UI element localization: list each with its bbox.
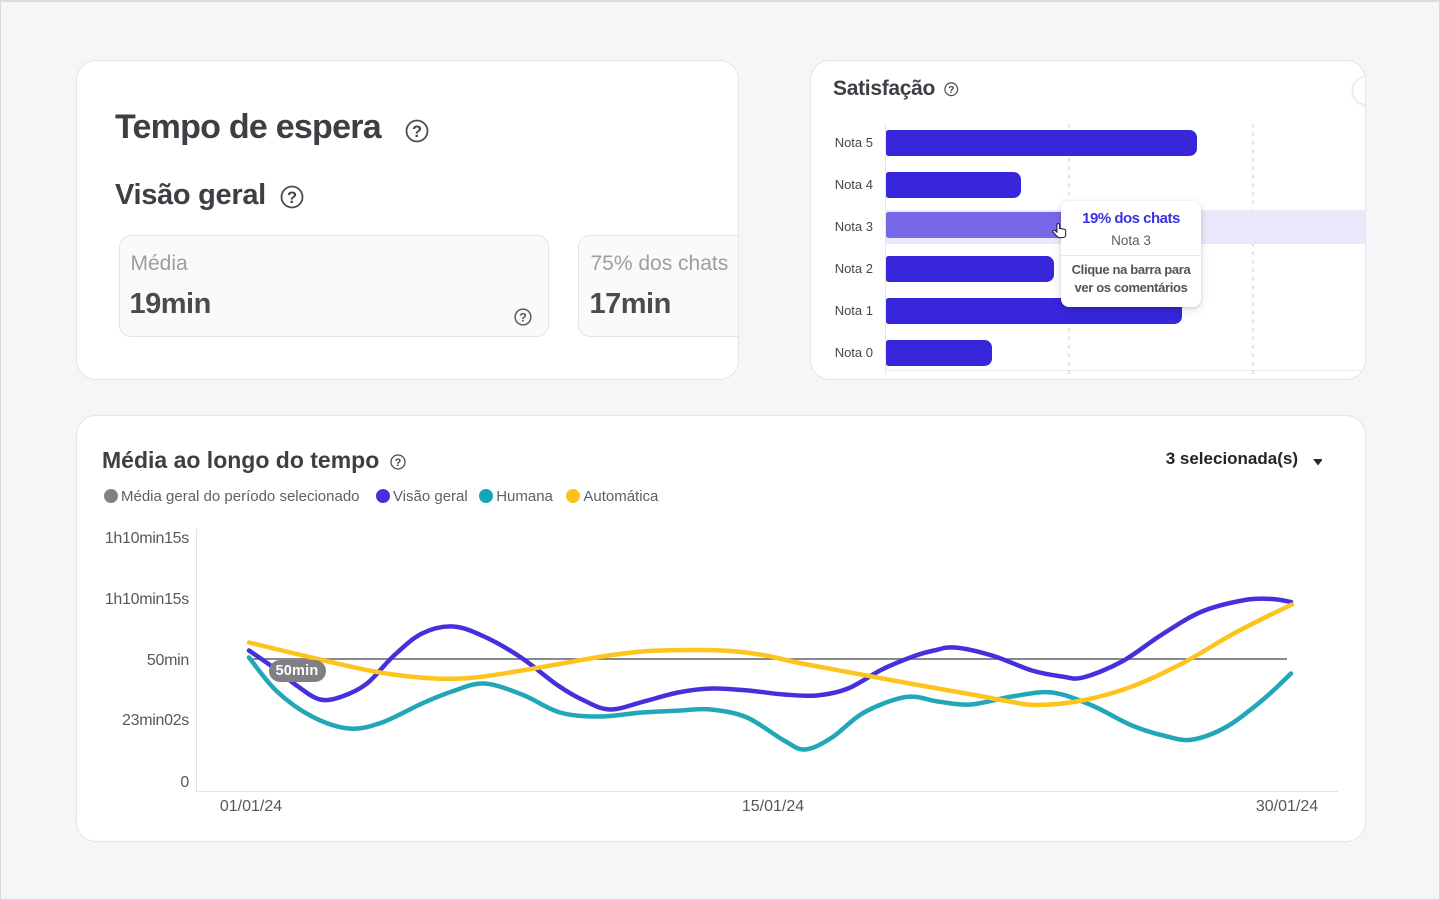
svg-text:?: ? — [519, 310, 527, 324]
svg-text:?: ? — [948, 85, 954, 96]
svg-text:?: ? — [395, 457, 402, 469]
svg-text:?: ? — [286, 189, 296, 207]
svg-text:?: ? — [412, 123, 422, 141]
